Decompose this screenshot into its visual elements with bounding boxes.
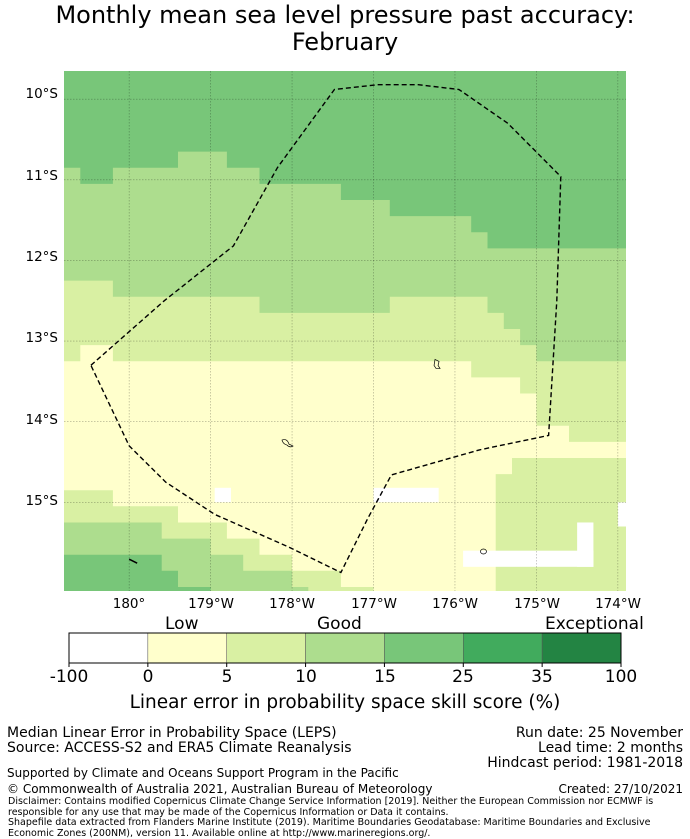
skill-patch-negative: [463, 550, 594, 567]
colorbar-border: [68, 632, 622, 664]
lat-label-13s: 13°S: [25, 330, 59, 346]
lat-label-10s: 10°S: [25, 86, 59, 102]
colorbar-tick-label: 15: [374, 667, 396, 687]
colorbar-swatch: [147, 632, 227, 664]
fiji-island: [128, 558, 138, 564]
colorbar-tick-label: 35: [531, 667, 553, 687]
lon-label-176w: 176°W: [432, 596, 478, 612]
lon-label-177w: 177°W: [351, 596, 397, 612]
map-panel: [64, 71, 626, 591]
colorbar-swatch: [541, 632, 622, 664]
colorbar-swatch: [68, 632, 149, 664]
wallis-island: [281, 439, 294, 448]
footer-lead-time: Lead time: 2 months: [538, 740, 683, 756]
lon-label-178w: 178°W: [269, 596, 315, 612]
colorbar-tick-label: 5: [221, 667, 233, 687]
colorbar-tick-label: 10: [295, 667, 317, 687]
colorbar-tick-label: -100: [49, 667, 89, 687]
skill-patch-negative: [577, 522, 594, 567]
rotuma-island: [433, 358, 441, 369]
colorbar-swatch: [384, 632, 464, 664]
lon-label-180: 180°: [112, 596, 146, 612]
lat-label-11s: 11°S: [25, 168, 59, 184]
futuna-island: [480, 548, 487, 555]
footer-source: Source: ACCESS-S2 and ERA5 Climate Reana…: [7, 740, 352, 756]
lat-label-14s: 14°S: [25, 412, 59, 428]
colorbar-category-good: Good: [317, 614, 362, 634]
footer-copyright: © Commonwealth of Australia 2021, Austra…: [7, 782, 433, 796]
footer-disclaimer: Disclaimer: Contains modified Copernicus…: [8, 796, 654, 818]
chart-title-line2: February: [291, 28, 399, 56]
colorbar-category-low: Low: [165, 614, 199, 634]
colorbar: [68, 632, 622, 667]
colorbar-swatch: [463, 632, 543, 664]
lat-label-15s: 15°S: [25, 493, 59, 509]
colorbar-category-exceptional: Exceptional: [545, 614, 644, 634]
colorbar-title: Linear error in probability space skill …: [129, 692, 561, 713]
footer-created: Created: 27/10/2021: [558, 782, 683, 796]
footer-support: Supported by Climate and Oceans Support …: [7, 766, 399, 780]
skill-band-10-15-east: [495, 458, 626, 591]
colorbar-swatch: [305, 632, 385, 664]
lat-label-12s: 12°S: [25, 249, 59, 265]
lon-label-179w: 179°W: [188, 596, 234, 612]
eez-boundary: [90, 84, 562, 574]
skill-band-25-35-south: [64, 554, 211, 591]
colorbar-tick-label: 100: [604, 667, 638, 687]
colorbar-tick-label: 25: [452, 667, 474, 687]
footer-hindcast: Hindcast period: 1981-2018: [487, 755, 683, 771]
footer-shapefile: Shapefile data extracted from Flanders M…: [8, 817, 651, 839]
lon-label-174w: 174°W: [595, 596, 641, 612]
lon-label-175w: 175°W: [514, 596, 560, 612]
colorbar-swatch: [226, 632, 306, 664]
footer-metric: Median Linear Error in Probability Space…: [7, 725, 337, 741]
chart-title-line1: Monthly mean sea level pressure past acc…: [55, 1, 635, 29]
colorbar-tick-label: 0: [142, 667, 154, 687]
skill-patch-negative: [617, 502, 626, 527]
skill-patch-negative: [373, 487, 439, 503]
skill-patch-negative: [214, 487, 231, 503]
skill-band-25-35: [64, 71, 626, 249]
footer-run-date: Run date: 25 November: [515, 725, 683, 741]
